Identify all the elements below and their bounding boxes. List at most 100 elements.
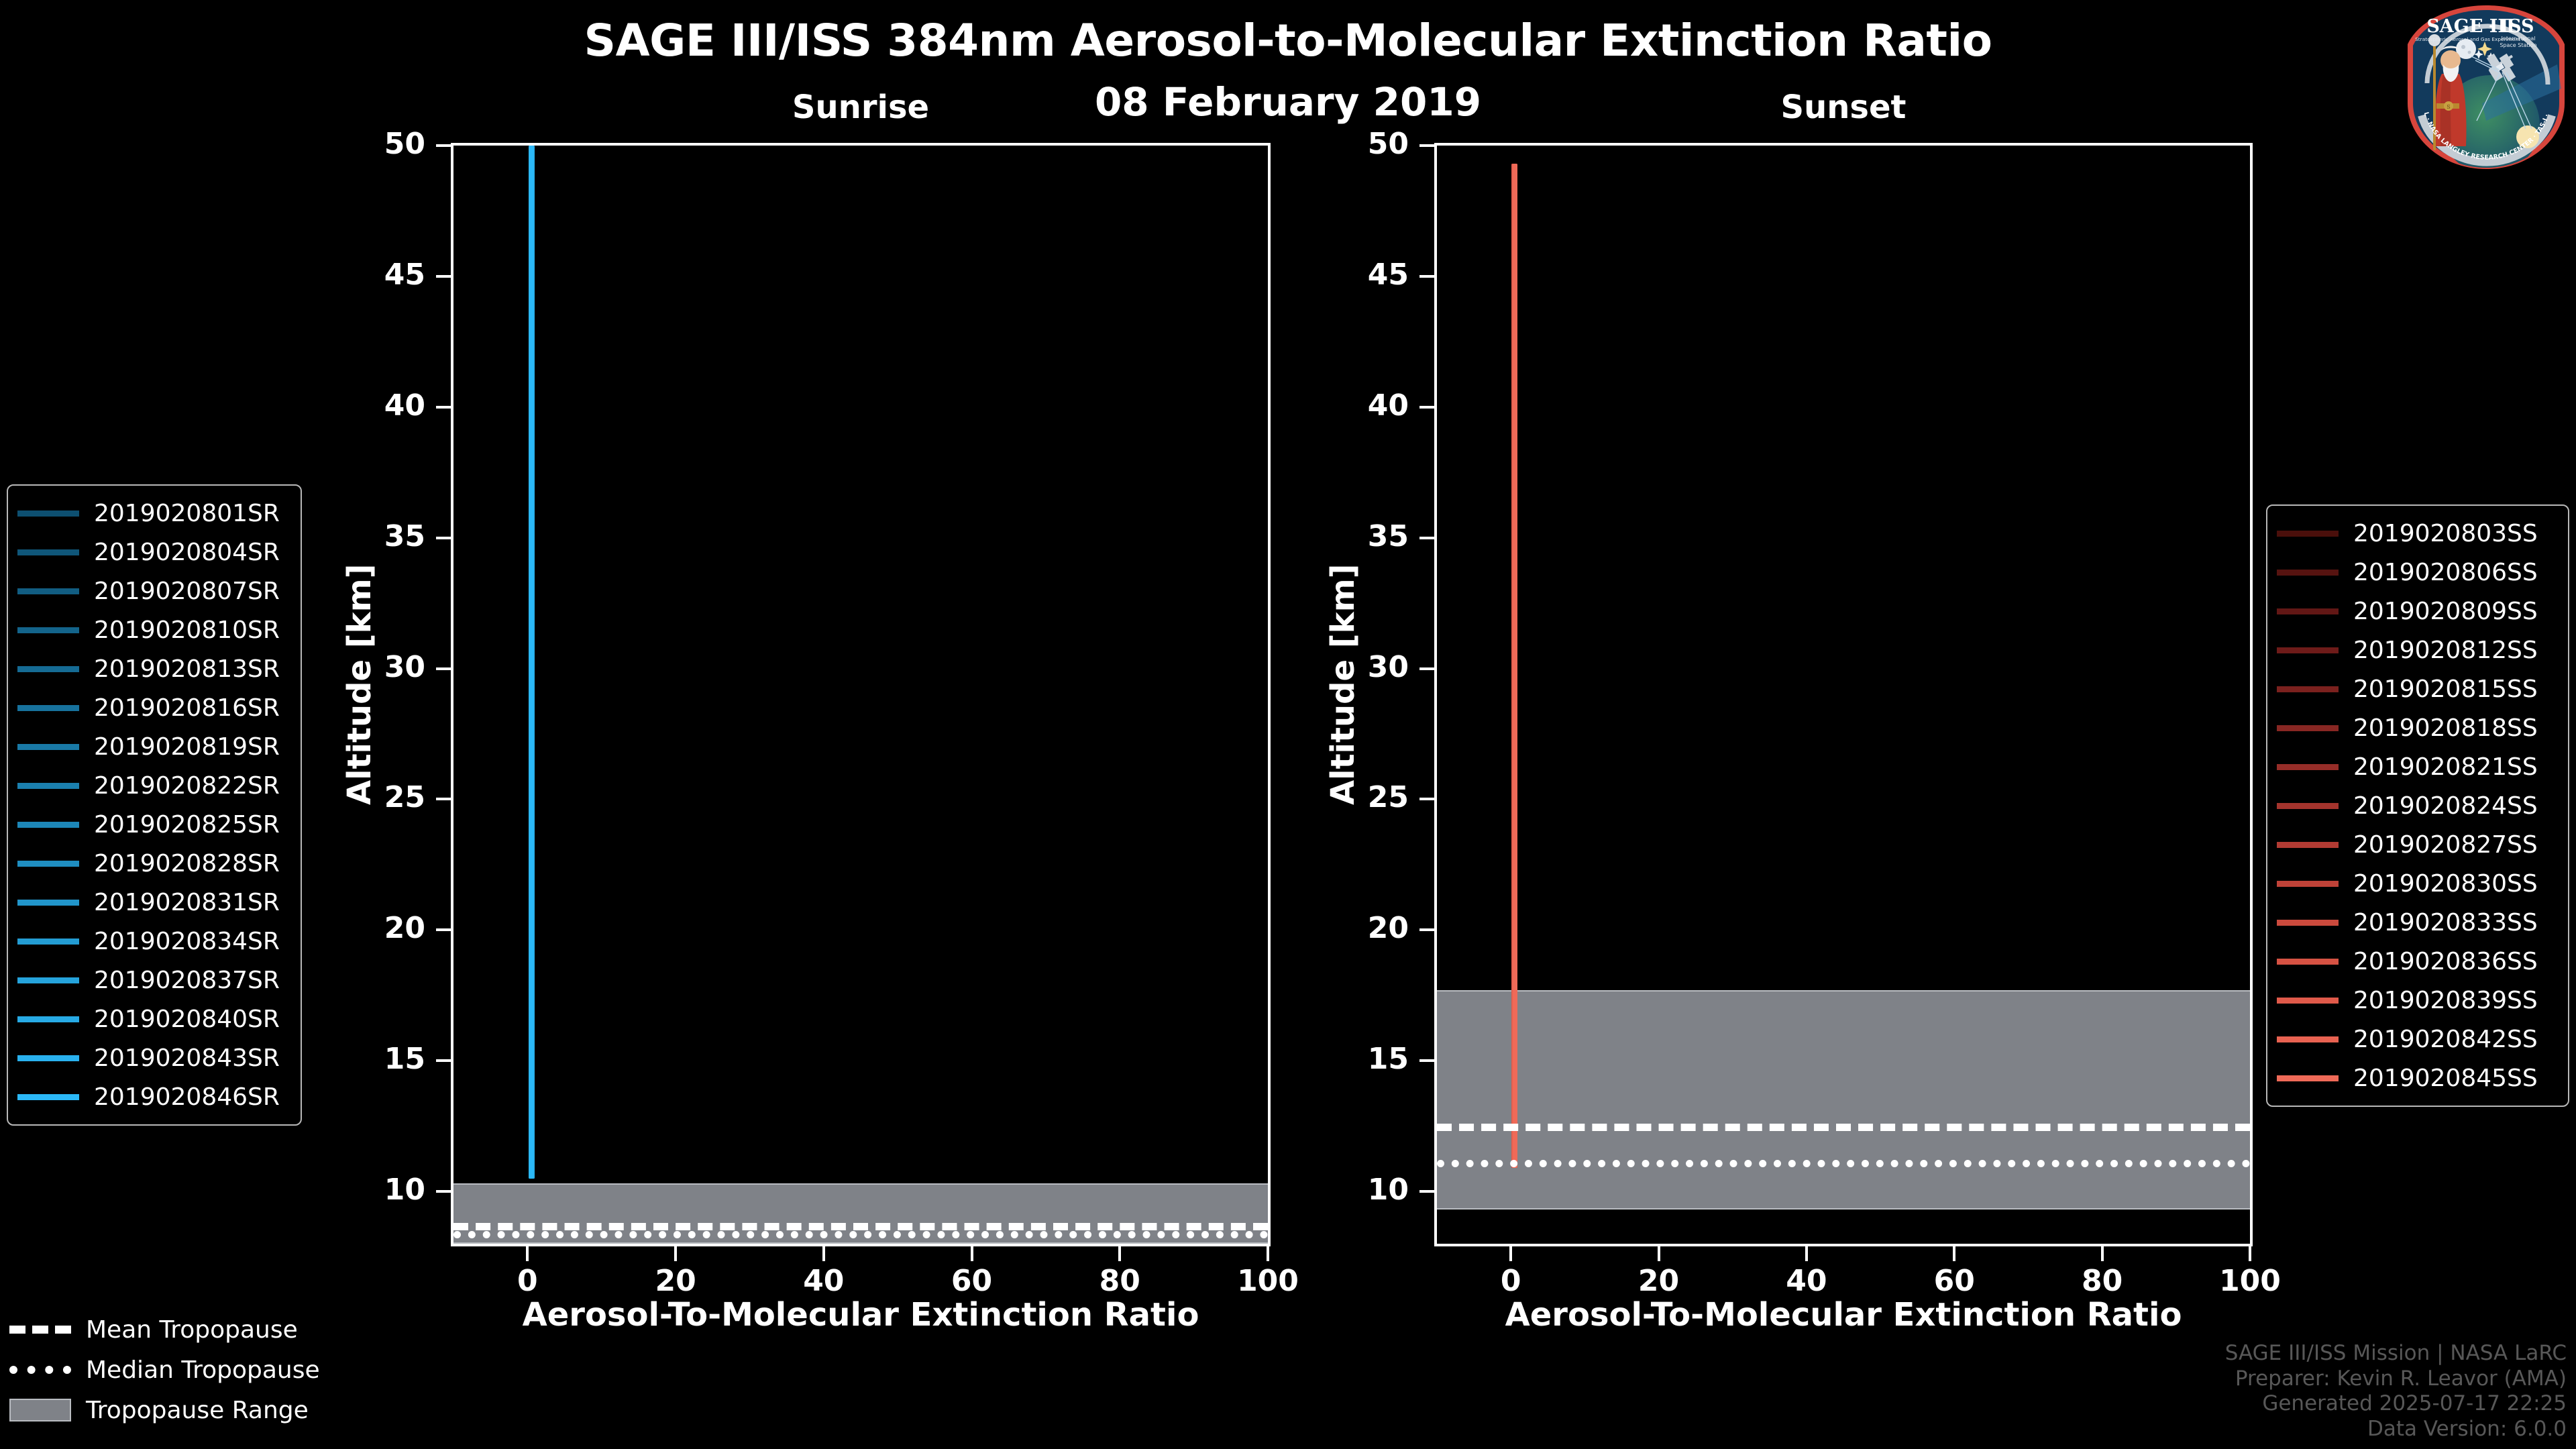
legend-item-label: 2019020836SS <box>2353 947 2538 975</box>
legend-sunset-item[interactable]: 2019020806SS <box>2277 553 2557 592</box>
x-axis-tick <box>526 1246 529 1261</box>
y-axis-tick-label: 20 <box>384 911 425 946</box>
x-axis-tick-label: 40 <box>1786 1264 1827 1298</box>
legend-item-label: 2019020828SR <box>94 849 280 877</box>
profile-trace <box>529 146 534 1179</box>
legend-item-label: 2019020822SR <box>94 771 280 800</box>
plot-panel-sunset <box>1434 143 2253 1246</box>
legend-sunrise-item[interactable]: 2019020837SR <box>17 961 290 1000</box>
x-axis-tick <box>822 1246 825 1261</box>
tropopause-key-label: Mean Tropopause <box>86 1316 298 1344</box>
legend-sunrise-item[interactable]: 2019020816SR <box>17 688 290 727</box>
yaxis-title-sunset: Altitude [km] <box>1324 564 1362 805</box>
legend-sunrise[interactable]: 2019020801SR 2019020804SR 2019020807SR 2019… <box>7 484 302 1126</box>
x-axis-tick <box>970 1246 973 1261</box>
patch-subtitle-right-1: International <box>2501 36 2535 42</box>
legend-color-swatch <box>2277 880 2339 887</box>
y-axis-tick <box>1419 667 1434 670</box>
legend-color-swatch <box>2277 1036 2339 1042</box>
legend-sunset[interactable]: 2019020803SS 2019020806SS 2019020809SS 2019… <box>2266 504 2569 1107</box>
legend-color-swatch <box>2277 1075 2339 1081</box>
legend-color-swatch <box>17 627 79 633</box>
x-axis-tick <box>1657 1246 1660 1261</box>
legend-color-swatch <box>17 1055 79 1061</box>
legend-sunset-item[interactable]: 2019020830SS <box>2277 864 2557 903</box>
y-axis-tick <box>436 798 451 801</box>
x-axis-tick <box>2249 1246 2251 1261</box>
legend-sunrise-item[interactable]: 2019020810SR <box>17 610 290 649</box>
y-axis-tick-label: 20 <box>1367 911 1409 946</box>
y-axis-tick <box>436 274 451 278</box>
legend-color-swatch <box>17 549 79 555</box>
legend-color-swatch <box>2277 724 2339 731</box>
legend-sunrise-item[interactable]: 2019020825SR <box>17 805 290 844</box>
legend-sunrise-item[interactable]: 2019020834SR <box>17 922 290 961</box>
y-axis-tick <box>1419 274 1434 278</box>
legend-item-label: 2019020818SS <box>2353 714 2538 742</box>
legend-sunset-item[interactable]: 2019020812SS <box>2277 631 2557 669</box>
mean-tropopause-line <box>453 1222 1268 1230</box>
legend-sunset-item[interactable]: 2019020827SS <box>2277 825 2557 864</box>
plot-area-sunrise <box>453 146 1268 1244</box>
legend-sunrise-item[interactable]: 2019020807SR <box>17 572 290 610</box>
patch-title-dot: · <box>2489 18 2493 34</box>
legend-color-swatch <box>2277 686 2339 692</box>
legend-sunrise-item[interactable]: 2019020801SR <box>17 494 290 533</box>
legend-sunset-item[interactable]: 2019020842SS <box>2277 1020 2557 1059</box>
x-axis-tick <box>1805 1246 1808 1261</box>
legend-item-label: 2019020824SS <box>2353 792 2538 820</box>
legend-sunrise-item[interactable]: 2019020831SR <box>17 883 290 922</box>
y-axis-tick-label: 50 <box>1367 127 1409 161</box>
legend-color-swatch <box>2277 919 2339 926</box>
mean-tropopause-line <box>1437 1123 2250 1131</box>
page-subtitle-date: 08 February 2019 <box>1094 79 1482 125</box>
legend-sunset-item[interactable]: 2019020836SS <box>2277 942 2557 981</box>
legend-sunset-item[interactable]: 2019020803SS <box>2277 514 2557 553</box>
y-axis-tick-label: 45 <box>1367 257 1409 292</box>
legend-item-label: 2019020833SS <box>2353 908 2538 936</box>
legend-sunrise-item[interactable]: 2019020828SR <box>17 844 290 883</box>
profile-trace <box>1513 164 1518 1168</box>
tropopause-range-band <box>1437 989 2250 1210</box>
legend-sunrise-item[interactable]: 2019020804SR <box>17 533 290 572</box>
legend-item-label: 2019020842SS <box>2353 1025 2538 1053</box>
legend-sunset-item[interactable]: 2019020821SS <box>2277 747 2557 786</box>
legend-sunset-item[interactable]: 2019020818SS <box>2277 708 2557 747</box>
legend-sunrise-item[interactable]: 2019020813SR <box>17 649 290 688</box>
legend-sunrise-item[interactable]: 2019020822SR <box>17 766 290 805</box>
legend-color-swatch <box>17 899 79 906</box>
credits-line-version: Data Version: 6.0.0 <box>2367 1417 2567 1442</box>
tropopause-key-swatch-band <box>9 1399 71 1421</box>
x-axis-tick <box>1953 1246 1956 1261</box>
legend-sunrise-item[interactable]: 2019020840SR <box>17 1000 290 1038</box>
legend-color-swatch <box>17 821 79 828</box>
legend-sunset-item[interactable]: 2019020833SS <box>2277 903 2557 942</box>
y-axis-tick <box>1419 144 1434 147</box>
credits-line-generated: Generated 2025-07-17 22:25 <box>2262 1391 2567 1416</box>
x-axis-tick <box>1267 1246 1269 1261</box>
legend-item-label: 2019020804SR <box>94 538 280 566</box>
legend-sunset-item[interactable]: 2019020845SS <box>2277 1059 2557 1097</box>
y-axis-tick-label: 30 <box>1367 649 1409 684</box>
y-axis-tick <box>436 536 451 539</box>
tropopause-key-label: Median Tropopause <box>86 1356 320 1384</box>
y-axis-tick <box>1419 536 1434 539</box>
legend-sunset-item[interactable]: 2019020824SS <box>2277 786 2557 825</box>
x-axis-tick <box>1509 1246 1513 1261</box>
legend-sunset-item[interactable]: 2019020809SS <box>2277 592 2557 631</box>
legend-sunrise-item[interactable]: 2019020843SR <box>17 1038 290 1077</box>
legend-sunrise-item[interactable]: 2019020819SR <box>17 727 290 766</box>
legend-sunset-item[interactable]: 2019020815SS <box>2277 669 2557 708</box>
legend-color-swatch <box>17 1093 79 1100</box>
x-axis-tick-label: 40 <box>803 1264 845 1298</box>
page-title: SAGE III/ISS 384nm Aerosol-to-Molecular … <box>584 15 1992 66</box>
legend-sunrise-item[interactable]: 2019020846SR <box>17 1077 290 1116</box>
legend-color-swatch <box>17 1016 79 1022</box>
legend-sunset-item[interactable]: 2019020839SS <box>2277 981 2557 1020</box>
legend-item-label: 2019020812SS <box>2353 636 2538 664</box>
patch-sage-figure: S <box>2428 34 2467 150</box>
x-axis-tick-label: 80 <box>2082 1264 2123 1298</box>
legend-color-swatch <box>17 860 79 867</box>
patch-sight-lines <box>2471 56 2532 129</box>
tropopause-key-item: Mean Tropopause <box>9 1309 385 1350</box>
